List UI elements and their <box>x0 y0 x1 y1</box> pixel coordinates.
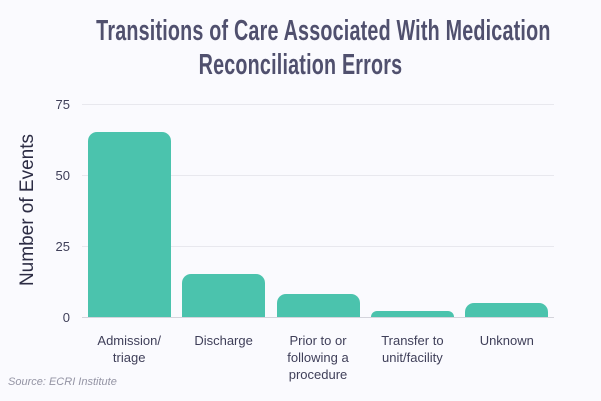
x-axis-line <box>82 317 554 318</box>
gridline-75 <box>82 104 554 105</box>
x-label-admission-triage: Admission/ triage <box>97 333 161 365</box>
x-label-prior-to-or-following-a-procedure: Prior to or following a procedure <box>287 333 349 382</box>
bar-transfer-to-unit-facility <box>370 311 454 317</box>
source-caption: Source: ECRI Institute <box>8 376 117 388</box>
bar-discharge <box>182 274 266 317</box>
y-tick-75: 75 <box>55 97 70 112</box>
bar-prior-to-or-following-a-procedure <box>276 294 360 317</box>
y-tick-25: 25 <box>55 239 70 254</box>
gridline-50 <box>82 175 554 176</box>
y-tick-0: 0 <box>62 310 70 325</box>
chart-title-line2: Reconciliation Errors <box>198 49 403 81</box>
x-label-unknown: Unknown <box>479 333 534 348</box>
y-tick-50: 50 <box>55 168 70 183</box>
bar-unknown <box>465 302 549 317</box>
x-label-discharge: Discharge <box>194 333 253 348</box>
bar-admission-triage <box>87 132 171 317</box>
chart-title: Transitions of Care Associated With Medi… <box>0 14 601 82</box>
y-axis-title: Number of Events <box>17 133 38 287</box>
x-label-transfer-to-unit-facility: Transfer to unit/facility <box>381 333 444 365</box>
plot-area <box>82 104 554 318</box>
gridline-25 <box>82 246 554 247</box>
chart-title-line1: Transitions of Care Associated With Medi… <box>96 15 551 47</box>
